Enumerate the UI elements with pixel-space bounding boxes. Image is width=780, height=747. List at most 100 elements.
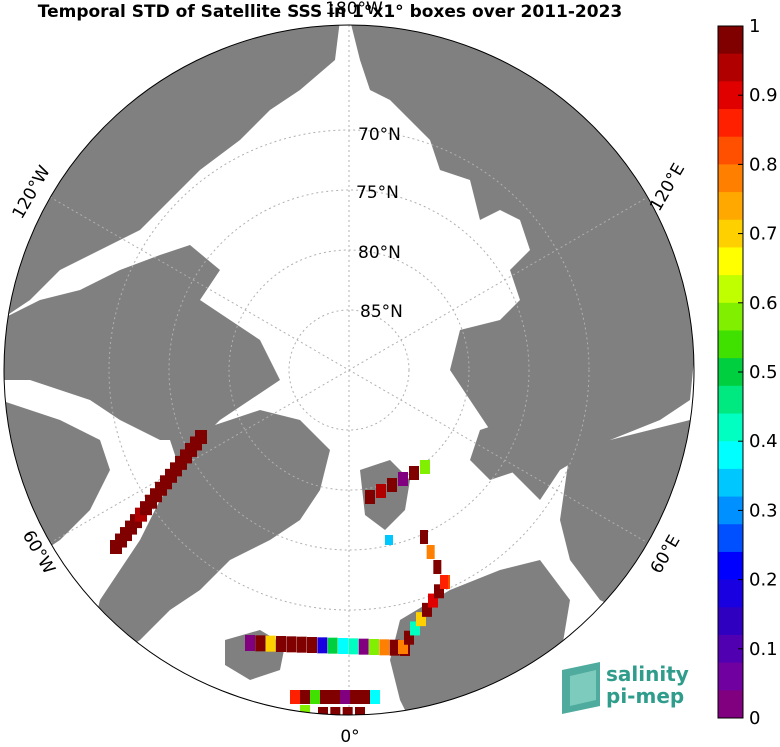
sss-std-cell bbox=[365, 490, 375, 504]
colorbar-segment bbox=[718, 413, 743, 442]
sss-std-cell bbox=[318, 707, 328, 715]
sss-std-cell bbox=[398, 640, 408, 654]
land-greenland bbox=[90, 410, 330, 660]
sss-std-cell bbox=[300, 705, 310, 715]
colorbar-segment bbox=[718, 302, 743, 331]
colorbar-tick-label: 0.5 bbox=[749, 362, 778, 383]
sss-std-cell bbox=[420, 460, 430, 474]
sss-std-cell bbox=[276, 636, 286, 652]
sss-std-cell bbox=[350, 690, 360, 704]
colorbar-segment bbox=[718, 385, 743, 415]
colorbar-segment bbox=[718, 441, 743, 470]
map-border bbox=[3, 24, 695, 716]
graticule bbox=[49, 25, 649, 715]
land-canada-archipelago bbox=[4, 245, 280, 440]
sss-std-cell bbox=[379, 639, 390, 656]
sss-std-cell bbox=[422, 602, 432, 617]
sss-std-cell bbox=[389, 639, 400, 656]
sss-std-cell bbox=[434, 584, 444, 599]
sss-std-cell bbox=[310, 690, 320, 704]
meridian-label-bottom: 0° bbox=[340, 727, 359, 747]
logo-line2: pi-mep bbox=[606, 684, 684, 708]
sss-std-cell bbox=[195, 430, 207, 444]
sss-std-cell bbox=[433, 560, 442, 574]
meridian-label-120e: 120°E bbox=[646, 160, 689, 215]
sss-std-cell bbox=[370, 690, 380, 704]
salinity-pimep-logo: salinity pi-mep bbox=[562, 662, 689, 714]
colorbar-segment bbox=[718, 275, 743, 304]
sss-std-cell bbox=[290, 690, 300, 704]
colorbar-tick-labels: 1 0.9 0.8 0.7 0.6 0.5 0.4 0.3 0.2 0.1 0 bbox=[738, 16, 778, 729]
sss-std-cell bbox=[355, 707, 365, 715]
colorbar-segment bbox=[718, 662, 743, 691]
sss-std-cell bbox=[327, 637, 338, 654]
sss-std-cell bbox=[245, 635, 255, 651]
sss-std-cell bbox=[317, 637, 328, 654]
meridian-label-60e: 60°E bbox=[647, 532, 685, 577]
colorbar-tick-label: 0.1 bbox=[749, 639, 778, 660]
parallel-75 bbox=[168, 189, 530, 551]
colorbar-segment bbox=[718, 524, 743, 553]
sss-std-cell bbox=[296, 636, 307, 653]
sss-std-cell bbox=[330, 690, 340, 704]
sss-std-cell bbox=[300, 690, 310, 704]
sss-std-cell bbox=[286, 636, 297, 653]
colorbar-segment bbox=[718, 247, 743, 276]
sss-std-cell bbox=[358, 638, 369, 655]
sss-std-cell bbox=[307, 637, 317, 653]
colorbar-tick-label: 0.9 bbox=[749, 85, 778, 106]
colorbar-segment bbox=[718, 109, 743, 138]
sss-std-cell bbox=[385, 535, 393, 545]
colorbar-tick-label: 1 bbox=[749, 16, 760, 37]
colorbar-tick-label: 0.3 bbox=[749, 500, 778, 521]
colorbar bbox=[718, 26, 743, 719]
sss-std-cell bbox=[360, 690, 370, 704]
sss-std-cell bbox=[428, 593, 438, 608]
sss-std-cells bbox=[110, 430, 450, 715]
colorbar-segment bbox=[718, 551, 743, 581]
colorbar-segment bbox=[718, 330, 743, 359]
sss-std-cell bbox=[376, 484, 386, 498]
parallel-85 bbox=[288, 309, 410, 431]
sss-std-cell bbox=[404, 630, 414, 645]
meridian-label-top: 180°W bbox=[325, 0, 383, 19]
colorbar-segment bbox=[718, 136, 743, 165]
sss-std-cell bbox=[426, 545, 435, 559]
land-novaya-zemlya bbox=[470, 420, 530, 480]
colorbar-tick-label: 0 bbox=[749, 708, 760, 729]
sss-std-cell bbox=[369, 639, 379, 655]
parallel-label-80: 80°N bbox=[358, 243, 401, 263]
sss-std-cell bbox=[420, 530, 428, 544]
sss-std-cell bbox=[387, 478, 397, 492]
sss-std-cell bbox=[338, 638, 348, 654]
colorbar-segment bbox=[718, 468, 743, 498]
sss-std-cell bbox=[440, 575, 448, 589]
colorbar-segment bbox=[718, 690, 743, 719]
colorbar-tick-label: 0.6 bbox=[749, 293, 778, 314]
colorbar-segment bbox=[718, 26, 743, 55]
sss-std-cell bbox=[330, 707, 341, 715]
logo-line1: salinity bbox=[606, 662, 689, 686]
colorbar-tick-label: 0.2 bbox=[749, 570, 778, 591]
sss-std-cell bbox=[340, 690, 350, 704]
parallel-label-75: 75°N bbox=[356, 183, 399, 203]
colorbar-segment bbox=[718, 607, 743, 636]
colorbar-segment bbox=[718, 579, 743, 608]
sss-std-cell bbox=[409, 466, 419, 480]
sss-std-cell bbox=[255, 635, 266, 652]
colorbar-tick-label: 0.8 bbox=[749, 154, 778, 175]
sss-std-cell bbox=[416, 612, 426, 627]
map-title: Temporal STD of Satellite SSS in 1°x1° b… bbox=[38, 2, 623, 22]
colorbar-segment bbox=[718, 192, 743, 221]
colorbar-tick-label: 0.4 bbox=[749, 431, 778, 452]
meridian-60w-120e bbox=[49, 196, 649, 544]
sss-std-cell bbox=[348, 638, 359, 655]
sss-std-cell bbox=[342, 707, 353, 715]
sss-std-cell bbox=[398, 472, 408, 486]
colorbar-segment bbox=[718, 53, 743, 82]
colorbar-segment bbox=[718, 164, 743, 193]
logo-mark-inner bbox=[570, 670, 596, 706]
colorbar-tick-label: 0.7 bbox=[749, 224, 778, 245]
sss-std-cell bbox=[265, 635, 276, 652]
